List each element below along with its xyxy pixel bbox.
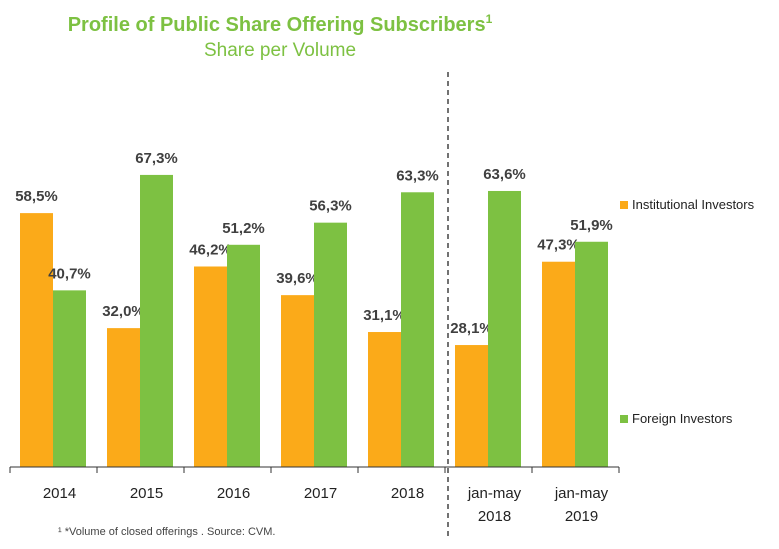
- legend-foreign: Foreign Investors: [620, 411, 732, 426]
- bar-foreign-6: [575, 241, 608, 467]
- data-label-institutional-4: 31,1%: [363, 307, 406, 324]
- x-tick-label-2: 2016: [217, 485, 250, 502]
- legend-swatch-foreign: [620, 414, 628, 423]
- data-label-institutional-3: 39,6%: [276, 270, 319, 287]
- footnote: ¹ *Volume of closed offerings . Source: …: [58, 526, 276, 538]
- bar-institutional-3: [281, 295, 314, 467]
- bar-foreign-1: [140, 174, 173, 467]
- x-tick-label-1: 2015: [130, 485, 163, 502]
- x-tick-label-5-1: 2018: [478, 508, 511, 525]
- x-tick-label-6-0: jan-may: [554, 485, 609, 502]
- data-label-institutional-0: 58,5%: [15, 188, 58, 205]
- legend-label-foreign: Foreign Investors: [632, 411, 733, 426]
- bar-institutional-1: [107, 328, 140, 467]
- data-label-foreign-5: 63,6%: [483, 166, 526, 183]
- data-label-institutional-2: 46,2%: [189, 241, 232, 258]
- bar-institutional-5: [455, 345, 488, 467]
- legend-institutional: Institutional Investors: [620, 197, 754, 212]
- chart-title-text: Profile of Public Share Offering Subscri…: [67, 14, 486, 36]
- x-tick-label-0: 2014: [43, 485, 76, 502]
- x-tick-label-5-0: jan-may: [467, 485, 522, 502]
- data-label-foreign-0: 40,7%: [48, 265, 91, 282]
- data-label-foreign-6: 51,9%: [570, 217, 613, 234]
- x-tick-label-4: 2018: [391, 485, 424, 502]
- bar-institutional-6: [542, 261, 575, 467]
- bar-foreign-2: [227, 244, 260, 467]
- data-label-foreign-1: 67,3%: [135, 150, 178, 167]
- chart-title: Profile of Public Share Offering Subscri…: [0, 6, 560, 38]
- title-block: Profile of Public Share Offering Subscri…: [0, 6, 560, 64]
- bar-foreign-5: [488, 190, 521, 467]
- chart-subtitle: Share per Volume: [203, 40, 357, 61]
- data-label-institutional-6: 47,3%: [537, 237, 580, 254]
- legend-swatch-institutional: [620, 200, 628, 209]
- chart-title-footnote-mark: 1: [485, 12, 493, 26]
- data-label-institutional-1: 32,0%: [102, 303, 145, 320]
- bar-foreign-0: [53, 290, 86, 467]
- bar-foreign-3: [314, 222, 347, 467]
- data-label-foreign-4: 63,3%: [396, 167, 439, 184]
- bar-institutional-2: [194, 266, 227, 467]
- bar-foreign-4: [401, 192, 434, 467]
- legend-label-institutional: Institutional Investors: [632, 197, 755, 212]
- bar-institutional-0: [20, 213, 53, 467]
- x-tick-label-3: 2017: [304, 485, 337, 502]
- data-label-institutional-5: 28,1%: [450, 320, 493, 337]
- data-label-foreign-2: 51,2%: [222, 220, 265, 237]
- x-tick-label-6-1: 2019: [565, 508, 598, 525]
- data-label-foreign-3: 56,3%: [309, 198, 352, 215]
- bar-institutional-4: [368, 332, 401, 467]
